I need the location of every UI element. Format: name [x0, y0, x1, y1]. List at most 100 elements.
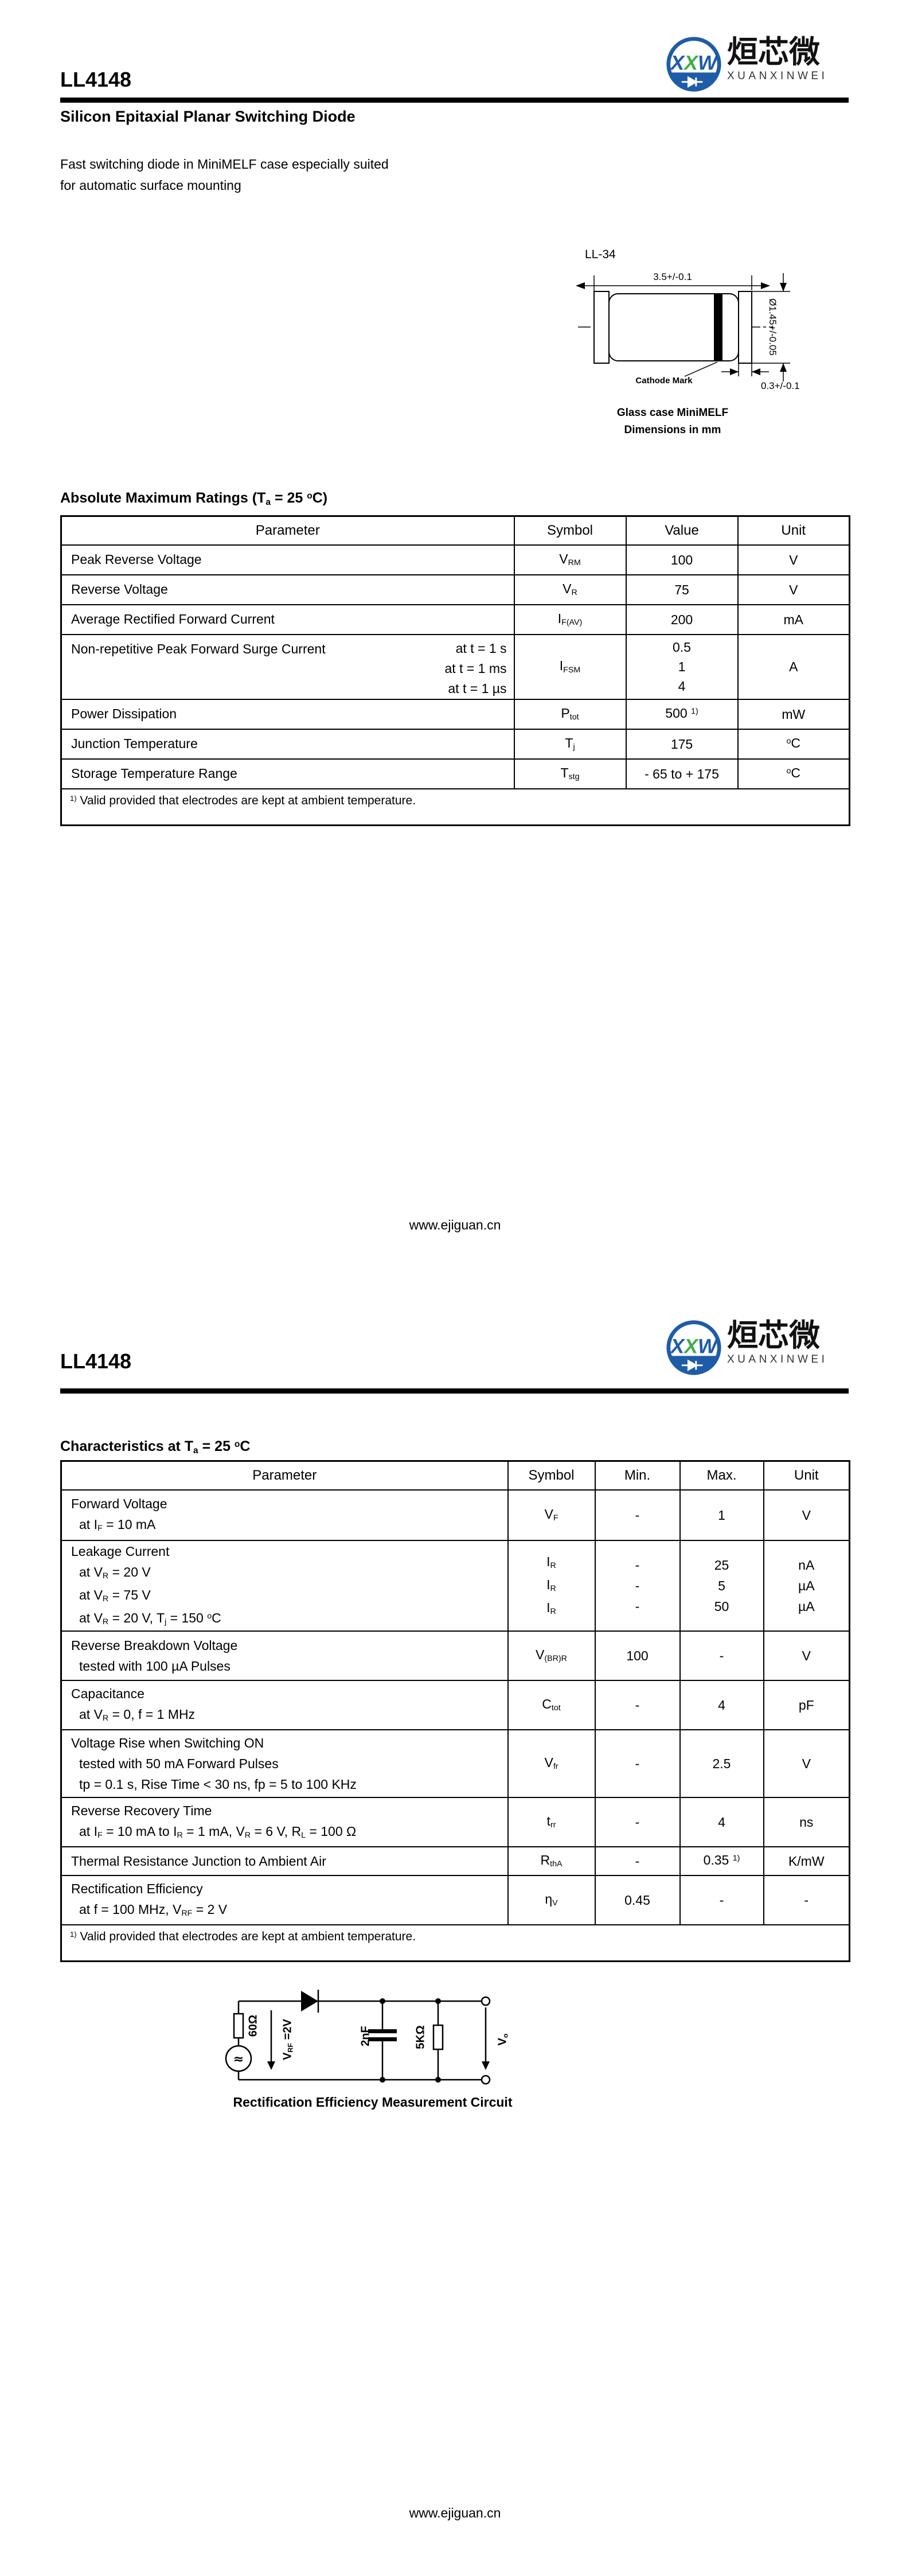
- value-cell: 175: [625, 728, 739, 760]
- symbol-cell: VR: [513, 574, 627, 605]
- package-caption-line1: Glass case MiniMELF: [617, 407, 728, 419]
- diameter-dimension-label: Ø1.45+/-0.05: [767, 298, 778, 356]
- unit-cell: oC: [737, 728, 850, 760]
- load-resistor-label: 5KΩ: [414, 2025, 427, 2049]
- logo-text: 烜芯微 XUANXINWEI: [727, 1318, 827, 1366]
- table-row: Voltage Rise when Switching ON tested wi…: [60, 1729, 850, 1798]
- param-name: Forward Voltage: [71, 1496, 167, 1511]
- max-cell: 0.35 1): [679, 1846, 764, 1876]
- param-condition: at f = 100 MHz, VRF = 2 V: [79, 1901, 228, 1919]
- table-row: Reverse Recovery Time at IF = 10 mA to I…: [60, 1796, 850, 1847]
- param-condition: at IF = 10 mA to IR = 1 mA, VR = 6 V, RL…: [79, 1823, 357, 1840]
- ac-source-symbol: ≈: [233, 2052, 244, 2067]
- table-footnote: 1) Valid provided that electrodes are ke…: [60, 788, 850, 826]
- max-cell: 2.5: [679, 1729, 764, 1798]
- param-condition: at IF = 10 mA: [79, 1516, 156, 1534]
- vo-arrow: [482, 2061, 490, 2070]
- param-name: Capacitance: [71, 1686, 144, 1701]
- column-header: Parameter: [60, 1460, 509, 1491]
- source-resistor-label: 60Ω: [247, 2014, 260, 2037]
- value-cell: - 65 to + 175: [625, 758, 739, 789]
- condition-line: at t = 1 ms: [444, 660, 507, 676]
- table-header-row: Parameter Symbol Min. Max. Unit: [60, 1460, 850, 1491]
- unit-cell: mW: [737, 698, 850, 730]
- param-cell: Storage Temperature Range: [60, 758, 515, 789]
- package-right-terminal: [738, 291, 752, 364]
- symbol-cell: V(BR)R: [507, 1630, 596, 1681]
- symbol-cell: Tj: [513, 728, 627, 760]
- input-voltage-label: VRF =2V: [281, 2019, 295, 2060]
- column-header: Max.: [679, 1460, 764, 1491]
- param-name: Voltage Rise when Switching ON: [71, 1735, 264, 1750]
- page-2: XXW 烜芯微 XUANXINWEI LL4148 Characteristic…: [0, 1288, 910, 2576]
- param-name: Non-repetitive Peak Forward Surge Curren…: [71, 641, 326, 656]
- max-cell: 25 5 50: [679, 1539, 764, 1632]
- column-header: Min.: [594, 1460, 681, 1491]
- logo-letter: X: [669, 1335, 685, 1358]
- logo-letter: W: [698, 52, 719, 75]
- logo-chinese-name: 烜芯微: [727, 35, 820, 69]
- param-condition: at VR = 0, f = 1 MHz: [79, 1706, 196, 1723]
- cathode-mark-label: Cathode Mark: [635, 376, 693, 386]
- unit-cell: mA: [737, 604, 850, 635]
- diode-symbol: [301, 1991, 318, 2011]
- param-condition: tested with 100 µA Pulses: [79, 1658, 231, 1674]
- table-row: Peak Reverse Voltage VRM 100 V: [60, 544, 850, 575]
- unit-cell: K/mW: [763, 1846, 850, 1876]
- unit-cell: V: [737, 544, 850, 575]
- table-row: Rectification Efficiency at f = 100 MHz,…: [60, 1874, 850, 1925]
- logo-chinese-name: 烜芯微: [727, 1318, 820, 1353]
- param-cell: Average Rectified Forward Current: [60, 604, 515, 635]
- param-cell: Forward Voltage at IF = 10 mA: [60, 1489, 509, 1541]
- table-row: Average Rectified Forward Current IF(AV)…: [60, 604, 850, 635]
- unit-cell: oC: [737, 758, 850, 789]
- capacitor-label: 2nF: [359, 2026, 372, 2046]
- package-caption-line2: Dimensions in mm: [624, 424, 721, 436]
- max-cell: 4: [679, 1679, 764, 1730]
- table-row: Reverse Voltage VR 75 V: [60, 574, 850, 605]
- logo-latin-name: XUANXINWEI: [727, 70, 828, 83]
- table-row: Leakage Current at VR = 20 V at VR = 75 …: [60, 1539, 850, 1632]
- footer-url: www.ejiguan.cn: [409, 1217, 501, 1232]
- value-cell: 75: [625, 574, 739, 605]
- footnote-row: 1) Valid provided that electrodes are ke…: [60, 788, 850, 826]
- min-cell: 100: [594, 1630, 681, 1681]
- logo-letter: W: [698, 1335, 719, 1358]
- logo-letter: X: [669, 52, 685, 75]
- package-outline-figure: LL-34 3.5+/-0.1 Ø1.45+/-0.05: [562, 241, 849, 442]
- header-rule: [60, 1388, 849, 1394]
- description-line: for automatic surface mounting: [60, 178, 241, 193]
- svg-text:XXW: XXW: [669, 1335, 718, 1358]
- footer-url: www.ejiguan.cn: [409, 2505, 501, 2520]
- unit-cell: V: [763, 1489, 850, 1541]
- table-row: Forward Voltage at IF = 10 mA VF - 1 V: [60, 1489, 850, 1541]
- capacitor-plate: [368, 2029, 397, 2033]
- logo-letter: X: [683, 52, 699, 75]
- symbol-cell: IF(AV): [513, 604, 627, 635]
- max-cell: -: [679, 1874, 764, 1925]
- param-cell: Reverse Breakdown Voltage tested with 10…: [60, 1630, 509, 1681]
- column-header: Parameter: [60, 515, 515, 546]
- min-cell: -: [594, 1489, 681, 1541]
- unit-cell: V: [763, 1729, 850, 1798]
- param-cell: Non-repetitive Peak Forward Surge Curren…: [60, 633, 515, 700]
- symbol-cell: Ptot: [513, 698, 627, 730]
- table-row: Thermal Resistance Junction to Ambient A…: [60, 1846, 850, 1876]
- min-cell: 0.45: [594, 1874, 681, 1925]
- band-dimension-label: 0.3+/-0.1: [761, 380, 800, 391]
- symbol-cell: IR IR IR: [507, 1539, 596, 1632]
- max-cell: 4: [679, 1796, 764, 1847]
- table-row: Non-repetitive Peak Forward Surge Curren…: [60, 633, 850, 700]
- param-cell: Power Dissipation: [60, 698, 515, 730]
- svg-text:XXW: XXW: [669, 52, 718, 75]
- table-row: Power Dissipation Ptot 500 1) mW: [60, 698, 850, 730]
- value-cell: 100: [625, 544, 739, 575]
- symbol-cell: Tstg: [513, 758, 627, 789]
- circuit-caption: Rectification Efficiency Measurement Cir…: [233, 2095, 513, 2110]
- min-cell: -: [594, 1679, 681, 1730]
- logo-diode-icon: [681, 76, 703, 88]
- unit-cell: A: [737, 633, 850, 700]
- param-cell: Junction Temperature: [60, 728, 515, 760]
- abs-max-heading: Absolute Maximum Ratings (Ta = 25 oC): [60, 490, 328, 508]
- logo-monogram-icon: XXW: [666, 37, 721, 92]
